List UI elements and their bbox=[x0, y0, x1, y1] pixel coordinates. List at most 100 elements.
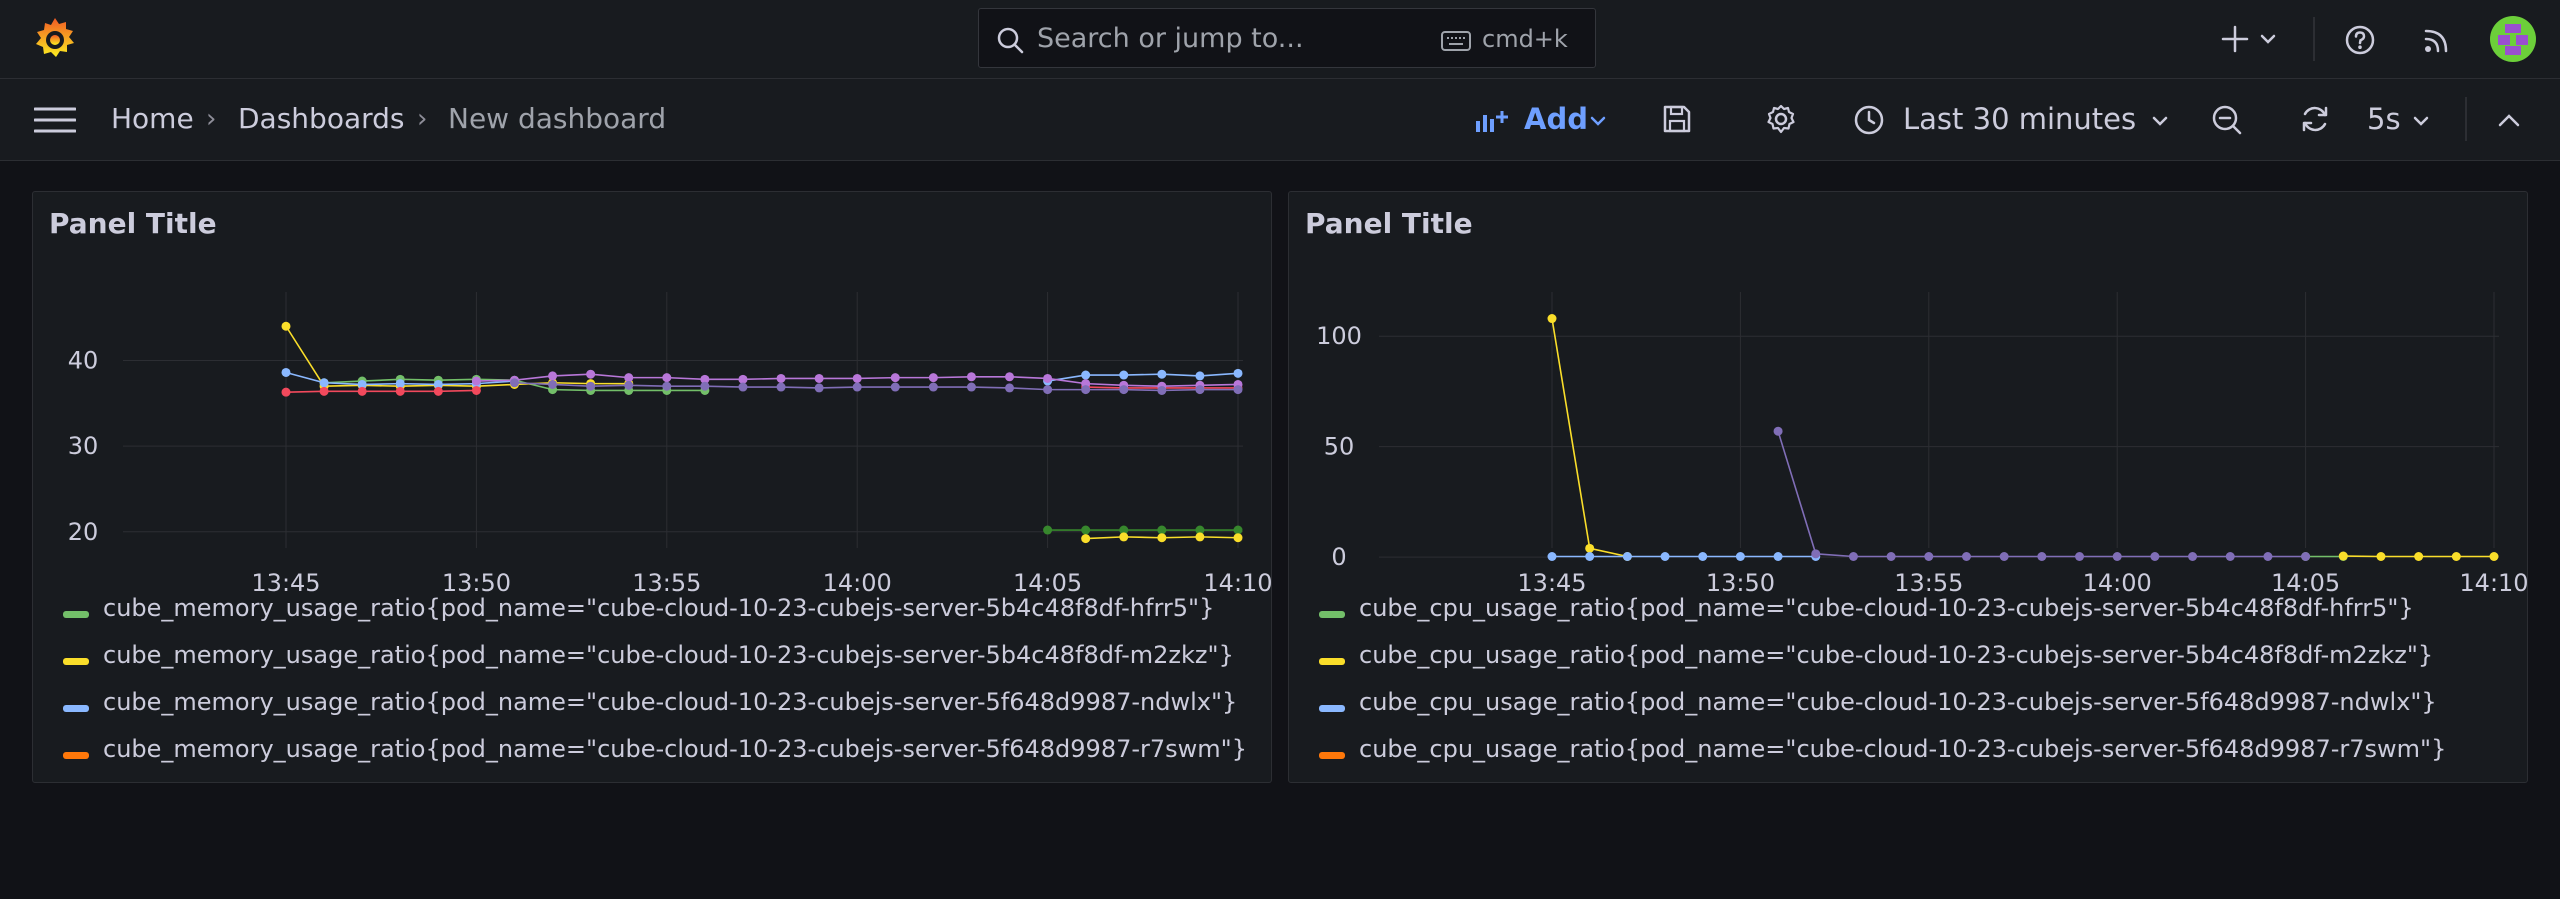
refresh-interval-picker[interactable]: 5s bbox=[2358, 79, 2436, 159]
zoom-out-icon[interactable] bbox=[2211, 104, 2243, 136]
data-point[interactable] bbox=[1195, 371, 1205, 381]
data-point[interactable] bbox=[2301, 551, 2311, 561]
data-point[interactable] bbox=[1195, 385, 1205, 395]
data-point[interactable] bbox=[357, 386, 367, 396]
data-point[interactable] bbox=[776, 382, 786, 392]
menu-icon[interactable] bbox=[34, 107, 76, 133]
data-point[interactable] bbox=[1081, 534, 1091, 544]
data-point[interactable] bbox=[2414, 551, 2424, 561]
data-point[interactable] bbox=[2489, 551, 2499, 561]
data-point[interactable] bbox=[471, 376, 481, 386]
data-point[interactable] bbox=[1005, 372, 1015, 382]
data-point[interactable] bbox=[890, 373, 900, 383]
data-point[interactable] bbox=[2263, 551, 2273, 561]
data-point[interactable] bbox=[1005, 383, 1015, 393]
data-point[interactable] bbox=[281, 387, 291, 397]
data-point[interactable] bbox=[776, 373, 786, 383]
data-point[interactable] bbox=[814, 383, 824, 393]
data-point[interactable] bbox=[624, 380, 634, 390]
data-point[interactable] bbox=[2376, 551, 2386, 561]
data-point[interactable] bbox=[1043, 525, 1053, 535]
data-point[interactable] bbox=[471, 385, 481, 395]
data-point[interactable] bbox=[624, 373, 634, 383]
data-point[interactable] bbox=[395, 379, 405, 389]
data-point[interactable] bbox=[1043, 373, 1053, 383]
legend-item[interactable]: cube_cpu_usage_ratio{pod_name="cube-clou… bbox=[1319, 735, 2519, 782]
data-point[interactable] bbox=[548, 379, 558, 389]
grafana-logo-icon[interactable] bbox=[30, 14, 80, 64]
data-point[interactable] bbox=[395, 386, 405, 396]
legend-item[interactable]: cube_cpu_usage_ratio{pod_name="cube-clou… bbox=[1319, 641, 2519, 688]
chevron-up-icon[interactable] bbox=[2498, 113, 2520, 127]
data-point[interactable] bbox=[928, 382, 938, 392]
data-point[interactable] bbox=[1924, 551, 1934, 561]
data-point[interactable] bbox=[700, 374, 710, 384]
data-point[interactable] bbox=[2338, 551, 2348, 561]
data-point[interactable] bbox=[1119, 532, 1129, 542]
settings-gear-icon[interactable] bbox=[1765, 103, 1797, 135]
data-point[interactable] bbox=[1157, 525, 1167, 535]
data-point[interactable] bbox=[586, 381, 596, 391]
legend-item[interactable]: cube_memory_usage_ratio{pod_name="cube-c… bbox=[63, 594, 1263, 641]
data-point[interactable] bbox=[1773, 551, 1783, 561]
data-point[interactable] bbox=[433, 386, 443, 396]
data-point[interactable] bbox=[966, 372, 976, 382]
data-point[interactable] bbox=[1848, 551, 1858, 561]
data-point[interactable] bbox=[1233, 368, 1243, 378]
data-point[interactable] bbox=[1233, 385, 1243, 395]
data-point[interactable] bbox=[281, 367, 291, 377]
data-point[interactable] bbox=[1773, 426, 1783, 436]
data-point[interactable] bbox=[1043, 385, 1053, 395]
data-point[interactable] bbox=[281, 321, 291, 331]
data-point[interactable] bbox=[738, 382, 748, 392]
search-bar[interactable]: Search or jump to... cmd+k bbox=[978, 8, 1596, 68]
data-point[interactable] bbox=[319, 386, 329, 396]
panel-cpu[interactable]: Panel Title 0 50 100 13:45 13:50 13:55 14:00 14… bbox=[1288, 191, 2528, 783]
data-point[interactable] bbox=[1233, 533, 1243, 543]
data-point[interactable] bbox=[319, 378, 329, 388]
data-point[interactable] bbox=[1195, 525, 1205, 535]
data-point[interactable] bbox=[1233, 525, 1243, 535]
data-point[interactable] bbox=[433, 379, 443, 389]
refresh-icon[interactable] bbox=[2299, 103, 2331, 135]
data-point[interactable] bbox=[1811, 549, 1821, 559]
data-point[interactable] bbox=[1081, 385, 1091, 395]
legend-item[interactable]: cube_cpu_usage_ratio{pod_name="cube-clou… bbox=[1319, 594, 2519, 641]
data-point[interactable] bbox=[852, 382, 862, 392]
data-point[interactable] bbox=[1585, 543, 1595, 553]
data-point[interactable] bbox=[662, 373, 672, 383]
avatar[interactable] bbox=[2489, 15, 2537, 63]
data-point[interactable] bbox=[2037, 551, 2047, 561]
plus-icon[interactable] bbox=[2221, 25, 2249, 53]
legend-item[interactable]: cube_memory_usage_ratio{pod_name="cube-c… bbox=[63, 735, 1263, 782]
chevron-down-icon[interactable] bbox=[2260, 33, 2276, 45]
data-point[interactable] bbox=[890, 382, 900, 392]
data-point[interactable] bbox=[2225, 551, 2235, 561]
help-icon[interactable] bbox=[2344, 24, 2376, 56]
legend-item[interactable]: cube_memory_usage_ratio{pod_name="cube-c… bbox=[63, 641, 1263, 688]
data-point[interactable] bbox=[2451, 551, 2461, 561]
data-point[interactable] bbox=[814, 373, 824, 383]
data-point[interactable] bbox=[1157, 369, 1167, 379]
data-point[interactable] bbox=[2075, 551, 2085, 561]
data-point[interactable] bbox=[1195, 532, 1205, 542]
data-point[interactable] bbox=[928, 373, 938, 383]
data-point[interactable] bbox=[1585, 551, 1595, 561]
data-point[interactable] bbox=[1081, 525, 1091, 535]
panel-title[interactable]: Panel Title bbox=[1305, 207, 1473, 240]
data-point[interactable] bbox=[2188, 551, 2198, 561]
legend-item[interactable]: cube_cpu_usage_ratio{pod_name="cube-clou… bbox=[1319, 688, 2519, 735]
data-point[interactable] bbox=[966, 382, 976, 392]
time-picker[interactable]: Last 30 minutes bbox=[1851, 79, 2177, 159]
data-point[interactable] bbox=[1999, 551, 2009, 561]
data-point[interactable] bbox=[662, 381, 672, 391]
data-point[interactable] bbox=[1547, 551, 1557, 561]
rss-icon[interactable] bbox=[2423, 26, 2451, 54]
data-point[interactable] bbox=[852, 373, 862, 383]
data-point[interactable] bbox=[1119, 525, 1129, 535]
data-point[interactable] bbox=[1622, 551, 1632, 561]
breadcrumb-home[interactable]: Home bbox=[111, 102, 194, 135]
data-point[interactable] bbox=[1119, 370, 1129, 380]
panel-title[interactable]: Panel Title bbox=[49, 207, 217, 240]
data-point[interactable] bbox=[1886, 551, 1896, 561]
